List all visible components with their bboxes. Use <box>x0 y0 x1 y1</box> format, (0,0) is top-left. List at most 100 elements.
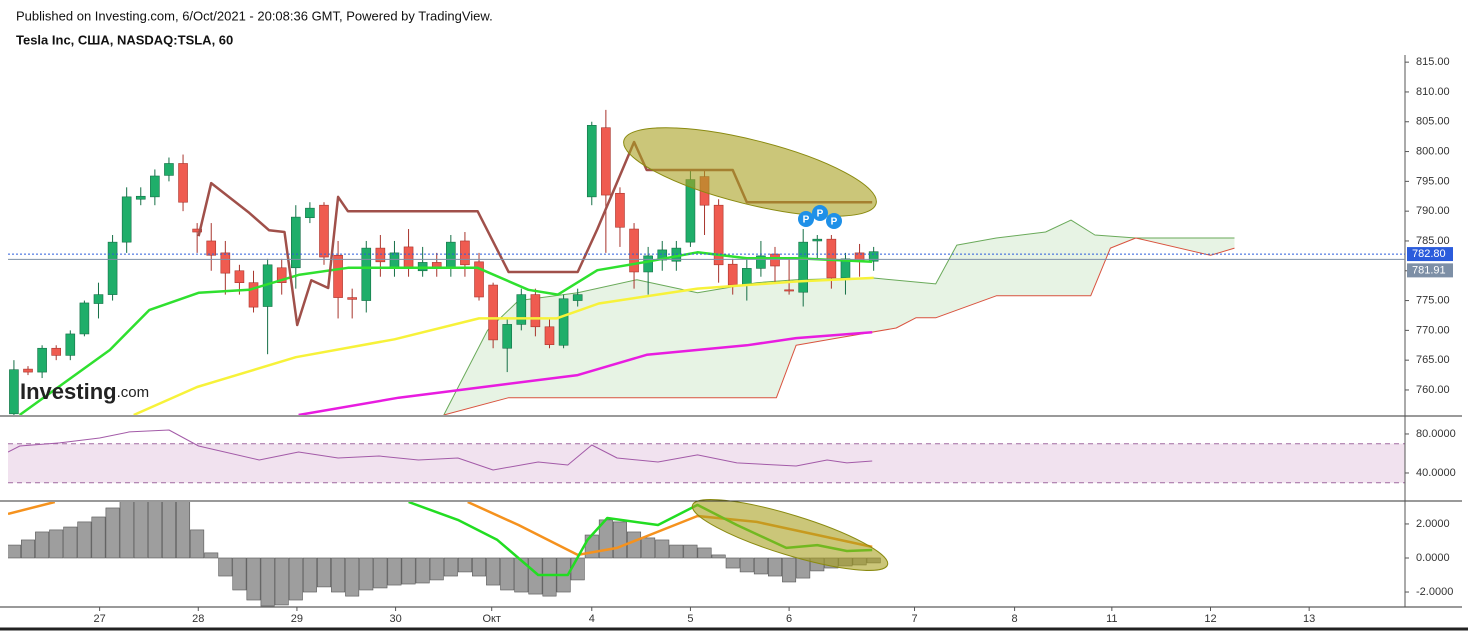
candle-body <box>770 253 780 267</box>
y-tick-label: 815.00 <box>1416 56 1450 68</box>
x-tick-label: 12 <box>1204 613 1216 625</box>
histogram-bar <box>119 502 134 559</box>
histogram-bar <box>105 507 120 559</box>
histogram-bar <box>415 557 430 584</box>
histogram-bar <box>711 554 726 559</box>
histogram-bar <box>274 557 289 606</box>
line-series <box>298 330 873 415</box>
y-tick-label: 810.00 <box>1416 86 1450 98</box>
watermark-brand: Investing <box>20 379 117 404</box>
candle-body <box>178 163 188 203</box>
histogram-bar <box>641 537 656 559</box>
published-note: Published on Investing.com, 6/Oct/2021 -… <box>16 8 493 23</box>
x-tick-label: 5 <box>687 613 693 625</box>
y-tick-label: 775.00 <box>1416 294 1450 306</box>
histogram-bar <box>570 557 585 581</box>
candle-body <box>516 294 527 325</box>
candle-body <box>629 228 639 273</box>
histogram-bar <box>542 557 557 597</box>
candle-body <box>248 282 259 308</box>
candle-body <box>150 175 160 198</box>
candle-body <box>798 241 808 293</box>
candle-body <box>347 297 357 300</box>
histogram-bar <box>8 544 21 559</box>
x-tick-label: Окт <box>482 613 501 625</box>
annotation-label: P <box>817 209 824 220</box>
candle-body <box>868 251 879 262</box>
annotation-label: P <box>831 217 838 228</box>
candle-body <box>65 333 76 356</box>
candle-body <box>530 294 541 328</box>
y-tick-label: 40.0000 <box>1416 467 1456 479</box>
annotation-marker <box>798 211 814 227</box>
annotation-marker <box>812 205 828 221</box>
y-tick-label: 800.00 <box>1416 145 1450 157</box>
candle-body <box>305 207 315 219</box>
histogram-bar <box>669 544 684 559</box>
candle-body <box>93 294 104 304</box>
histogram-bar <box>584 534 599 559</box>
histogram-bar <box>190 529 205 559</box>
x-tick-label: 30 <box>389 613 401 625</box>
candle-body <box>502 324 513 349</box>
x-tick-label: 11 <box>1106 613 1117 625</box>
panel <box>8 502 881 607</box>
watermark: Investing.com <box>20 379 149 404</box>
y-tick-label: 770.00 <box>1416 324 1450 336</box>
histogram-bar <box>302 557 317 593</box>
candle-body <box>643 255 653 273</box>
y-tick-label: 805.00 <box>1416 116 1450 128</box>
histogram-bar <box>500 557 515 591</box>
line-series <box>133 276 874 415</box>
histogram-bar <box>472 557 487 577</box>
y-tick-label: 2.0000 <box>1416 518 1450 530</box>
candle-body <box>51 347 62 356</box>
histogram-bar <box>204 552 219 559</box>
histogram-bar <box>739 557 754 573</box>
candle-body <box>474 261 484 298</box>
y-tick-label: 80.0000 <box>1416 428 1456 440</box>
candle-body <box>685 179 696 243</box>
histogram-bar <box>91 516 106 559</box>
price-label: 782.80 <box>1412 248 1446 260</box>
candle-body <box>192 228 202 233</box>
line-series <box>443 237 1235 415</box>
watermark-suffix: .com <box>117 384 150 401</box>
candle-body <box>840 258 851 279</box>
histogram-bar <box>260 557 275 607</box>
x-tick-label: 4 <box>589 613 595 625</box>
plot-area <box>8 109 1405 607</box>
candle-body <box>23 368 33 373</box>
histogram-bar <box>457 557 472 573</box>
candle-body <box>544 326 555 345</box>
histogram-bar <box>359 557 374 591</box>
histogram-bar <box>77 521 92 559</box>
panel <box>9 109 1235 415</box>
candle-body <box>291 216 301 269</box>
histogram-bar <box>246 557 261 601</box>
candle-body <box>812 238 823 242</box>
y-tick-label: 785.00 <box>1416 235 1450 247</box>
line-series <box>197 140 873 327</box>
candle-body <box>375 247 386 263</box>
histogram-bar <box>49 529 64 559</box>
histogram-bar <box>218 557 233 577</box>
price-label: 781.91 <box>1412 264 1446 276</box>
candle-body <box>319 204 329 258</box>
x-tick-label: 6 <box>786 613 792 625</box>
highlight-ellipse <box>691 499 889 571</box>
histogram-bar <box>161 502 176 559</box>
x-tick-label: 13 <box>1303 613 1315 625</box>
histogram-bar <box>387 557 402 586</box>
candle-body <box>164 163 174 176</box>
histogram-bar <box>176 502 191 559</box>
histogram-bar <box>697 547 712 559</box>
histogram-bar <box>316 557 331 588</box>
candle-body <box>220 252 231 274</box>
histogram-bar <box>514 557 529 593</box>
histogram-bar <box>331 557 346 593</box>
candle-body <box>135 195 146 200</box>
y-tick-label: 765.00 <box>1416 354 1450 366</box>
